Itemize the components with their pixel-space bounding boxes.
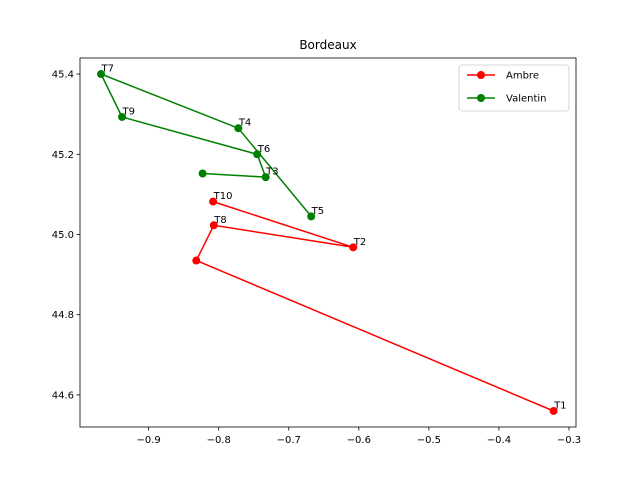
legend-marker [477,71,485,79]
series-valentin: T3 T6 T9 T7 T4 T5 [97,64,324,221]
point-label: T9 [122,106,135,117]
point-label: T8 [213,215,226,226]
point-label: T4 [238,118,251,129]
x-tick-label: −0.3 [557,435,581,446]
point-label: T6 [257,144,270,155]
legend: Ambre Valentin [458,64,570,112]
x-tick-label: −0.9 [137,435,161,446]
series-layer: T1 T8 T2 T10 T3 T6 T9 T7 T4 T5 [97,64,567,415]
x-tick-label: −0.5 [417,435,441,446]
legend-label: Valentin [506,94,547,105]
data-point [209,221,218,230]
series-ambre: T1 T8 T2 T10 [192,191,567,415]
point-label: T7 [101,64,114,75]
x-tick-label: −0.6 [347,435,371,446]
point-label: T5 [311,206,324,217]
data-point [234,124,243,133]
series-line [195,200,554,412]
legend-entry: Ambre [467,71,539,82]
data-point [97,70,106,79]
data-point [198,169,207,178]
legend-marker [477,94,485,102]
y-tick-label: 44.6 [52,390,74,401]
data-point [307,212,316,221]
point-label: T10 [213,191,233,202]
data-point [253,150,262,159]
data-point [261,173,270,182]
point-label: T2 [353,237,366,248]
data-point [549,406,558,415]
axes: −0.9 −0.8 −0.7 −0.6 −0.5 −0.4 −0.3 44.6 44.8 45.0… [52,70,581,446]
legend-entry: Valentin [467,94,547,105]
y-tick-label: 45.2 [52,150,74,161]
point-label: T1 [553,400,566,411]
data-point [209,197,218,206]
legend-label: Ambre [506,71,539,82]
chart-title: Bordeaux [299,38,356,52]
y-tick-label: 45.4 [52,70,74,81]
x-tick-label: −0.8 [207,435,231,446]
point-label: T3 [265,167,278,178]
legend-box [458,64,570,112]
y-tick-label: 44.8 [52,310,74,321]
x-tick-label: −0.4 [487,435,511,446]
y-tick-label: 45.0 [52,230,74,241]
data-point [118,112,127,121]
x-tick-label: −0.7 [277,435,301,446]
data-point [349,243,358,252]
plot-area [79,57,577,428]
series-line [99,72,312,217]
data-point [192,256,201,265]
